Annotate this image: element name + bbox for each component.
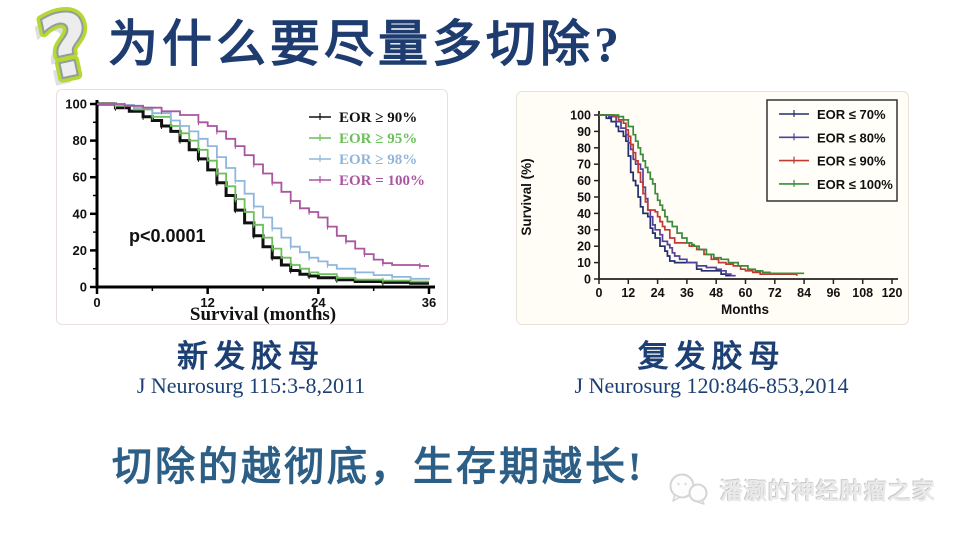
svg-text:72: 72	[768, 286, 782, 300]
svg-text:36: 36	[422, 295, 436, 310]
svg-text:24: 24	[311, 295, 326, 310]
svg-text:40: 40	[73, 206, 87, 221]
svg-text:120: 120	[882, 286, 903, 300]
svg-text:EOR ≤ 80%: EOR ≤ 80%	[817, 130, 886, 145]
watermark: 潘灏的神经肿瘤之家	[666, 472, 936, 506]
svg-text:Months: Months	[721, 302, 769, 317]
svg-text:84: 84	[797, 286, 811, 300]
svg-text:100: 100	[570, 109, 591, 123]
svg-text:48: 48	[709, 286, 723, 300]
caption-recurrent: 复发胶母	[637, 339, 786, 374]
svg-text:70: 70	[577, 158, 591, 172]
svg-text:96: 96	[826, 286, 840, 300]
svg-text:0: 0	[93, 295, 100, 310]
caption-newly-diagnosed: 新发胶母	[177, 339, 325, 374]
svg-text:EOR ≤ 70%: EOR ≤ 70%	[817, 107, 886, 122]
svg-text:80: 80	[577, 141, 591, 155]
svg-text:60: 60	[577, 174, 591, 188]
citation-newly-diagnosed: J Neurosurg 115:3-8,2011	[136, 373, 366, 398]
svg-text:0: 0	[80, 280, 87, 295]
svg-text:90: 90	[577, 125, 591, 139]
citation-recurrent: J Neurosurg 120:846-853,2014	[574, 373, 849, 398]
svg-text:30: 30	[577, 223, 591, 237]
conclusion-text: 切除的越彻底，生存期越长!	[112, 444, 645, 489]
figure-newly-diagnosed: 0 20 40 60 80 100 0 12 24 36 EOR ≥ 90% EOR ≥ 95% EOR…	[56, 89, 448, 325]
svg-text:0: 0	[584, 273, 591, 287]
svg-text:100: 100	[65, 97, 87, 112]
km-chart-newly-diagnosed: 0 20 40 60 80 100 0 12 24 36 EOR ≥ 90% EOR ≥ 95% EOR…	[65, 97, 436, 326]
svg-text:EOR ≥ 95%: EOR ≥ 95%	[339, 131, 417, 147]
svg-text:0: 0	[596, 286, 603, 300]
svg-text:40: 40	[577, 207, 591, 221]
svg-text:36: 36	[680, 286, 694, 300]
svg-text:60: 60	[739, 286, 753, 300]
svg-text:Survival (%): Survival (%)	[519, 158, 534, 235]
slide-title: 为什么要尽量多切除?	[108, 16, 623, 72]
km-chart-recurrent: 0 10 20 30 40 50 60 70 80 90 100 0 12 24 36 48 60 72 84 96 1…	[519, 99, 903, 317]
svg-text:12: 12	[621, 286, 635, 300]
figure-recurrent: 0 10 20 30 40 50 60 70 80 90 100 0 12 24 36 48 60 72 84 96 1…	[516, 91, 909, 325]
question-mark-icon: ? ? ?	[24, 0, 100, 98]
svg-text:12: 12	[200, 295, 214, 310]
svg-text:EOR ≤ 100%: EOR ≤ 100%	[817, 177, 893, 192]
svg-text:EOR ≥ 90%: EOR ≥ 90%	[339, 110, 417, 126]
svg-text:80: 80	[73, 133, 87, 148]
svg-text:108: 108	[852, 286, 873, 300]
watermark-text: 潘灏的神经肿瘤之家	[720, 478, 936, 504]
svg-text:EOR ≤ 90%: EOR ≤ 90%	[817, 154, 886, 169]
svg-text:60: 60	[73, 170, 87, 185]
svg-text:EOR = 100%: EOR = 100%	[339, 173, 425, 189]
svg-text:20: 20	[577, 240, 591, 254]
svg-text:10: 10	[577, 256, 591, 270]
svg-text:p<0.0001: p<0.0001	[129, 226, 206, 246]
svg-text:50: 50	[577, 191, 591, 205]
wechat-bubbles-icon	[669, 473, 708, 505]
svg-text:Survival (months): Survival (months)	[190, 304, 336, 324]
svg-text:24: 24	[651, 286, 665, 300]
svg-text:EOR ≥ 98%: EOR ≥ 98%	[339, 152, 417, 168]
svg-text:20: 20	[73, 243, 87, 258]
